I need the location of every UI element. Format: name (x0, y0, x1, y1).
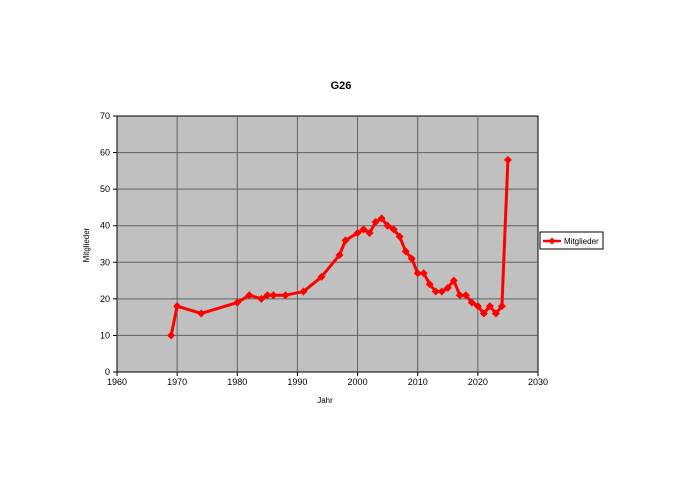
data-point (365, 229, 374, 238)
legend-label: Mitglieder (564, 237, 599, 246)
data-point (425, 280, 434, 289)
data-point (359, 225, 368, 234)
legend-box (539, 231, 604, 250)
data-point (245, 291, 254, 300)
data-point (263, 291, 272, 300)
data-point (317, 272, 326, 281)
data-point (473, 302, 482, 311)
data-point (419, 269, 428, 278)
data-point (443, 283, 452, 292)
data-point (467, 298, 476, 307)
data-point (233, 298, 242, 307)
data-point (281, 291, 290, 300)
legend: Mitglieder (539, 231, 604, 250)
data-point (371, 218, 380, 227)
data-point (335, 250, 344, 259)
data-point (497, 302, 506, 311)
y-tick-label: 30 (100, 257, 110, 267)
y-tick-label: 40 (100, 221, 110, 231)
plot-area (116, 115, 539, 373)
x-tick-label: 2010 (408, 377, 428, 387)
series-mitglieder (167, 155, 512, 340)
y-axis-label: Mitglieder (82, 227, 91, 262)
x-tick-label: 2000 (348, 377, 368, 387)
x-axis-label: Jahr (317, 396, 333, 405)
x-tick-label: 1970 (167, 377, 187, 387)
data-point (413, 269, 422, 278)
y-tick-label: 0 (105, 367, 110, 377)
data-point (449, 276, 458, 285)
chart-title: G26 (331, 80, 352, 92)
data-point (269, 291, 278, 300)
data-point (455, 291, 464, 300)
data-point (479, 309, 488, 318)
data-point (407, 254, 416, 263)
data-point (257, 294, 266, 303)
legend-marker (548, 237, 556, 245)
x-tick-label: 1960 (107, 377, 127, 387)
data-point (377, 214, 386, 223)
data-point (485, 302, 494, 311)
data-point (197, 309, 206, 318)
x-tick-label: 2030 (528, 377, 548, 387)
data-point (395, 232, 404, 241)
y-tick-label: 60 (100, 148, 110, 158)
x-tick-label: 2020 (468, 377, 488, 387)
y-tick-label: 70 (100, 111, 110, 121)
data-point (503, 155, 512, 164)
data-point (431, 287, 440, 296)
data-point (401, 247, 410, 256)
y-tick-label: 10 (100, 330, 110, 340)
data-point (341, 236, 350, 245)
data-point (383, 221, 392, 230)
data-point (167, 331, 176, 340)
data-point (173, 302, 182, 311)
x-tick-label: 1990 (287, 377, 307, 387)
data-point (491, 309, 500, 318)
data-point (299, 287, 308, 296)
y-tick-label: 20 (100, 294, 110, 304)
data-point (353, 229, 362, 238)
x-tick-label: 1980 (227, 377, 247, 387)
gridlines (117, 116, 538, 372)
y-tick-label: 50 (100, 184, 110, 194)
data-point (437, 287, 446, 296)
data-point (461, 291, 470, 300)
data-point (389, 225, 398, 234)
